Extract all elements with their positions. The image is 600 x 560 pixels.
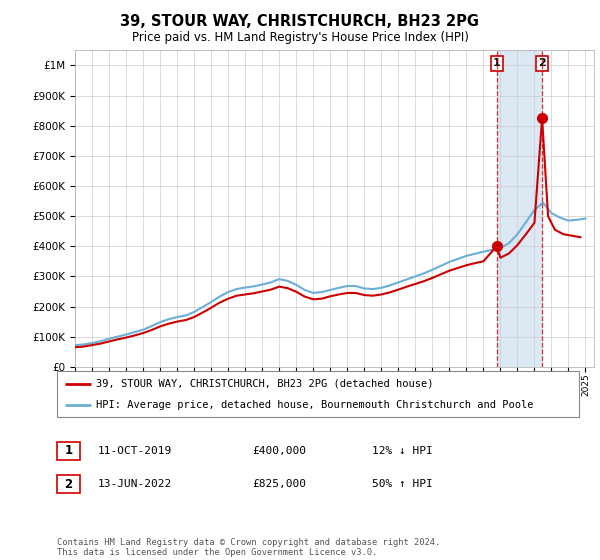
Text: 50% ↑ HPI: 50% ↑ HPI [372,479,433,489]
Text: £825,000: £825,000 [252,479,306,489]
Text: 12% ↓ HPI: 12% ↓ HPI [372,446,433,456]
Text: 11-OCT-2019: 11-OCT-2019 [98,446,172,456]
Bar [497,50,542,367]
Text: HPI: Average price, detached house, Bournemouth Christchurch and Poole: HPI: Average price, detached house, Bour… [96,400,533,410]
Text: Contains HM Land Registry data © Crown copyright and database right 2024.
This d: Contains HM Land Registry data © Crown c… [57,538,440,557]
Text: 39, STOUR WAY, CHRISTCHURCH, BH23 2PG (detached house): 39, STOUR WAY, CHRISTCHURCH, BH23 2PG (d… [96,379,434,389]
Text: Price paid vs. HM Land Registry's House Price Index (HPI): Price paid vs. HM Land Registry's House … [131,31,469,44]
Text: 39, STOUR WAY, CHRISTCHURCH, BH23 2PG: 39, STOUR WAY, CHRISTCHURCH, BH23 2PG [121,14,479,29]
FancyBboxPatch shape [57,371,579,417]
Text: 13-JUN-2022: 13-JUN-2022 [98,479,172,489]
Text: 2: 2 [538,58,546,68]
Text: 1: 1 [64,444,73,458]
Text: 2: 2 [64,478,73,491]
Text: £400,000: £400,000 [252,446,306,456]
Text: 1: 1 [493,58,500,68]
